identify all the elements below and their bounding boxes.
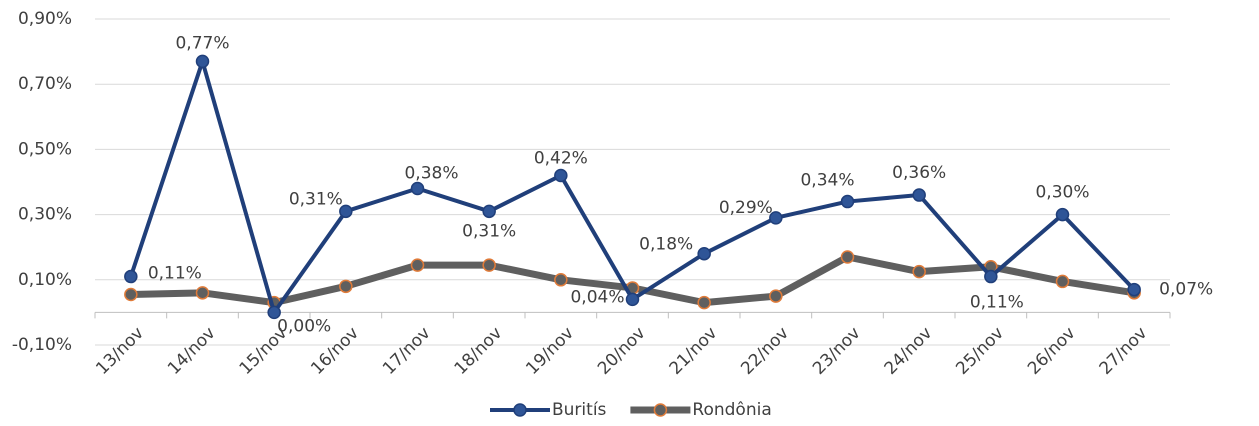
point-marker	[410, 181, 425, 196]
data-label: 0,18%	[639, 235, 693, 255]
point-marker	[912, 188, 926, 202]
point-marker	[769, 211, 783, 225]
point-marker	[1127, 282, 1141, 297]
data-label: 0,30%	[1035, 183, 1089, 203]
point-marker	[124, 269, 138, 284]
x-tick-label: 19/nov	[522, 323, 578, 379]
legend-marker	[513, 403, 527, 417]
data-label: 0,36%	[892, 163, 946, 183]
data-label: 0,00%	[277, 316, 331, 336]
point-marker	[482, 204, 496, 219]
point-marker	[984, 269, 998, 284]
data-label: 0,04%	[570, 287, 624, 307]
point-marker	[267, 305, 281, 320]
x-tick-label: 27/nov	[1096, 323, 1152, 379]
series-line	[128, 59, 1136, 315]
point-marker	[410, 258, 425, 272]
x-tick-label: 22/nov	[737, 323, 793, 379]
data-label: 0,42%	[534, 148, 588, 168]
x-tick-label: 25/nov	[952, 323, 1008, 379]
point-marker	[339, 279, 353, 294]
x-tick-label: 17/nov	[379, 323, 435, 379]
y-tick-label: 0,50%	[18, 139, 72, 159]
point-marker	[1055, 207, 1070, 222]
x-tick-label: 23/nov	[809, 323, 865, 379]
point-marker	[912, 264, 926, 279]
data-label: 0,34%	[800, 171, 854, 191]
data-label: 0,29%	[719, 198, 773, 218]
x-tick-label: 24/nov	[881, 323, 937, 379]
point-marker	[625, 292, 640, 307]
y-tick-label: 0,70%	[18, 74, 72, 94]
x-tick-label: 20/nov	[594, 323, 650, 379]
point-marker	[1055, 274, 1070, 289]
point-marker	[339, 204, 353, 219]
point-marker	[840, 250, 855, 264]
point-marker	[697, 295, 711, 310]
point-marker	[195, 54, 210, 69]
y-tick-label: 0,10%	[18, 270, 72, 290]
data-label: 0,11%	[970, 293, 1024, 313]
x-tick-label: 13/nov	[92, 323, 148, 379]
point-marker	[840, 194, 855, 209]
legend-label: Buritís	[552, 400, 607, 420]
y-tick-label: 0,90%	[18, 9, 72, 29]
y-tick-label: -0,10%	[12, 335, 72, 355]
x-tick-label: 21/nov	[666, 323, 722, 379]
point-marker	[769, 289, 783, 303]
legend-marker	[653, 403, 668, 417]
point-marker	[124, 287, 138, 302]
data-label: 0,31%	[289, 189, 343, 209]
x-tick-label: 18/nov	[451, 323, 507, 379]
y-tick-label: 0,30%	[18, 205, 72, 225]
data-label: 0,11%	[148, 264, 202, 284]
x-tick-label: 14/nov	[164, 323, 220, 379]
point-marker	[697, 246, 711, 261]
data-label: 0,31%	[462, 221, 516, 241]
x-tick-label: 26/nov	[1024, 323, 1080, 379]
point-marker	[554, 273, 568, 287]
data-label: 0,07%	[1159, 280, 1213, 300]
data-label: 0,77%	[175, 33, 229, 53]
point-marker	[482, 258, 496, 272]
point-marker	[554, 168, 568, 183]
point-marker	[195, 286, 210, 300]
data-label: 0,38%	[404, 164, 458, 184]
legend-label: Rondônia	[692, 400, 771, 420]
